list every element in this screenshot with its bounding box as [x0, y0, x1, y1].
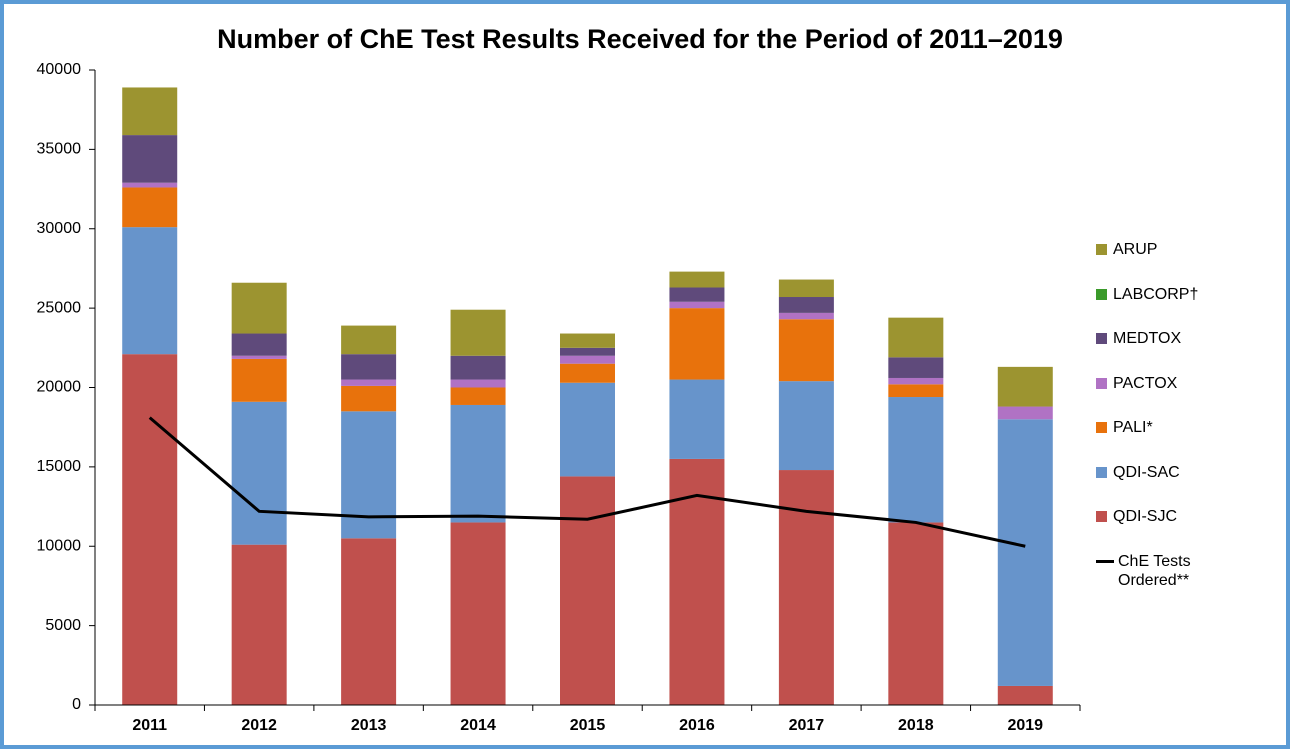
- bar-segment: [778, 319, 834, 382]
- legend-label: ChE Tests Ordered**: [1118, 552, 1191, 589]
- legend-label: MEDTOX: [1113, 330, 1182, 347]
- bar-segment: [997, 685, 1053, 705]
- bar-segment: [450, 355, 506, 380]
- bar-segment: [997, 406, 1053, 420]
- bar-segment: [122, 182, 178, 188]
- bar-segment: [122, 227, 178, 355]
- bar-segment: [341, 354, 397, 380]
- legend-label: QDI-SJC: [1113, 508, 1177, 525]
- legend-label: PALI*: [1113, 419, 1153, 436]
- legend: ARUP LABCORP† MEDTOX PACTOX PALI* QDI-SAC QDI-…: [1096, 240, 1236, 596]
- bar-segment: [997, 419, 1053, 686]
- bar-segment: [888, 522, 944, 705]
- legend-swatch: [1096, 559, 1114, 563]
- legend-item: LABCORP†: [1096, 285, 1236, 330]
- line-series: [148, 416, 1026, 548]
- bar-segment: [122, 87, 178, 136]
- legend-label: PACTOX: [1113, 374, 1178, 392]
- legend-item: PALI*: [1096, 418, 1236, 463]
- bar-segment: [450, 404, 506, 523]
- bar-segment: [888, 397, 944, 523]
- bar-segment: [778, 297, 834, 313]
- legend-item: QDI-SJC: [1096, 507, 1236, 552]
- y-tick-label: 10000: [37, 537, 82, 554]
- bar-segment: [888, 377, 944, 385]
- legend-label: ARUP: [1113, 241, 1158, 258]
- bar-segment: [231, 544, 287, 705]
- x-tick-label: 2013: [351, 717, 387, 734]
- bar-segment: [669, 301, 725, 309]
- bar-segment: [669, 287, 725, 302]
- bar-segment: [450, 522, 506, 705]
- legend-swatch: [1096, 288, 1107, 300]
- legend-item: PACTOX: [1096, 374, 1236, 419]
- bar-segment: [888, 384, 944, 398]
- bar-segment: [122, 135, 178, 183]
- bar-segment: [560, 347, 615, 356]
- y-tick-label: 0: [72, 696, 81, 713]
- bar-segment: [341, 325, 397, 355]
- bar-segment: [122, 187, 178, 228]
- legend-item: MEDTOX: [1096, 329, 1236, 374]
- legend-swatch: [1096, 422, 1107, 433]
- bar-segment: [231, 358, 287, 402]
- legend-label: LABCORP†: [1113, 285, 1199, 303]
- x-tick-label: 2019: [1007, 717, 1043, 734]
- bar-segment: [450, 379, 506, 388]
- y-tick-label: 25000: [37, 299, 82, 316]
- bar-segment: [231, 401, 287, 545]
- bar-segment: [669, 271, 725, 288]
- bar-segment: [560, 382, 615, 477]
- chart-title: Number of ChE Test Results Received for …: [217, 24, 1063, 54]
- x-tick-label: 2017: [789, 717, 825, 734]
- legend-item: ARUP: [1096, 240, 1236, 285]
- bar-segment: [231, 282, 287, 334]
- bar-segment: [231, 333, 287, 356]
- y-tick-label: 35000: [37, 141, 82, 158]
- legend-swatch: [1096, 466, 1107, 478]
- x-tick-label: 2012: [241, 717, 277, 734]
- bar-segment: [341, 385, 397, 412]
- bar-segment: [669, 379, 725, 459]
- y-tick-label: 40000: [37, 61, 82, 78]
- bar-segment: [778, 470, 834, 705]
- bar-segment: [778, 381, 834, 471]
- legend-swatch: [1096, 511, 1107, 522]
- bar-segment: [450, 387, 506, 405]
- bar-segment: [450, 309, 506, 356]
- bar-segment: [560, 355, 615, 364]
- bar-segment: [231, 355, 287, 359]
- bar-segment: [341, 538, 397, 705]
- legend-swatch: [1096, 244, 1107, 255]
- bar-segment: [778, 312, 834, 320]
- bar-segment: [122, 354, 178, 705]
- legend-item: QDI-SAC: [1096, 463, 1236, 508]
- bar-segment: [997, 366, 1053, 407]
- y-tick-label: 30000: [37, 220, 82, 237]
- bar-segment: [888, 317, 944, 358]
- legend-swatch: [1096, 333, 1107, 344]
- legend-swatch: [1096, 377, 1107, 389]
- bar-segment: [341, 379, 397, 386]
- bar-segment: [778, 279, 834, 298]
- x-tick-label: 2016: [679, 717, 715, 734]
- x-tick-label: 2018: [898, 717, 934, 734]
- bar-segment: [888, 357, 944, 378]
- x-tick-label: 2014: [460, 717, 496, 734]
- legend-item: ChE Tests Ordered**: [1096, 552, 1236, 597]
- bar-segment: [560, 363, 615, 383]
- bar-segment: [560, 476, 615, 705]
- bar-segment: [560, 333, 615, 348]
- bar-segment: [669, 308, 725, 380]
- x-tick-label: 2011: [132, 717, 167, 734]
- y-tick-label: 5000: [45, 617, 81, 634]
- legend-label: QDI-SAC: [1113, 463, 1180, 481]
- y-tick-label: 15000: [37, 458, 82, 475]
- x-tick-label: 2015: [570, 717, 606, 734]
- y-tick-label: 20000: [37, 379, 82, 396]
- bar-segment: [341, 411, 397, 539]
